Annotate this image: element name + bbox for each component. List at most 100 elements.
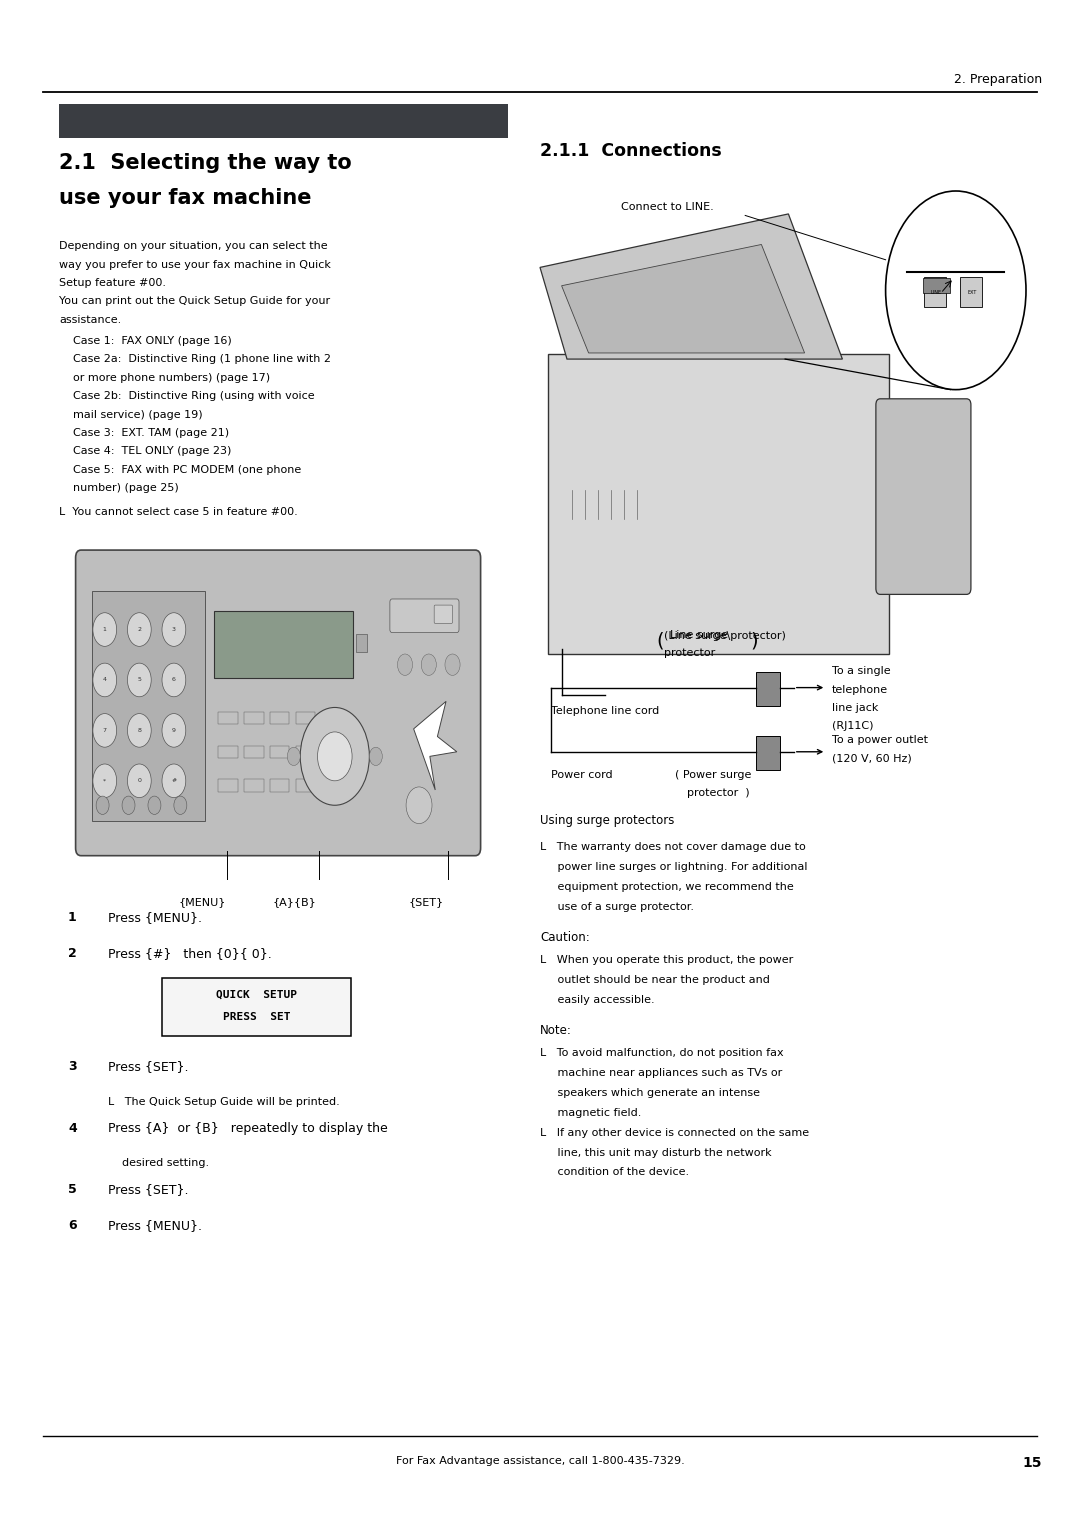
- Text: Case 4:  TEL ONLY (page 23): Case 4: TEL ONLY (page 23): [59, 446, 232, 457]
- Text: {MENU}: {MENU}: [178, 897, 226, 908]
- Circle shape: [93, 764, 117, 798]
- FancyBboxPatch shape: [296, 779, 315, 792]
- Circle shape: [96, 796, 109, 814]
- FancyBboxPatch shape: [218, 746, 238, 758]
- Text: L   If any other device is connected on the same: L If any other device is connected on th…: [540, 1128, 809, 1138]
- Circle shape: [127, 714, 151, 747]
- Text: way you prefer to use your fax machine in Quick: way you prefer to use your fax machine i…: [59, 260, 332, 270]
- Text: *: *: [104, 778, 106, 784]
- Text: Note:: Note:: [540, 1024, 572, 1038]
- Text: power line surges or lightning. For additional: power line surges or lightning. For addi…: [540, 862, 808, 872]
- Text: Power cord: Power cord: [551, 770, 612, 781]
- FancyBboxPatch shape: [244, 712, 264, 724]
- FancyBboxPatch shape: [296, 712, 315, 724]
- Text: {A}{B}: {A}{B}: [273, 897, 316, 908]
- Circle shape: [369, 747, 382, 766]
- FancyBboxPatch shape: [244, 746, 264, 758]
- Text: Line surge: Line surge: [670, 630, 728, 640]
- Text: mail service) (page 19): mail service) (page 19): [59, 410, 203, 420]
- Circle shape: [93, 714, 117, 747]
- Text: Case 2b:  Distinctive Ring (using with voice: Case 2b: Distinctive Ring (using with vo…: [59, 391, 315, 402]
- Text: speakers which generate an intense: speakers which generate an intense: [540, 1088, 760, 1099]
- Text: Press {SET}.: Press {SET}.: [108, 1183, 189, 1196]
- Text: 2.1  Selecting the way to: 2.1 Selecting the way to: [59, 153, 352, 173]
- Text: protector: protector: [664, 648, 715, 659]
- Text: 5: 5: [68, 1183, 77, 1196]
- Circle shape: [162, 613, 186, 646]
- Text: LINE: LINE: [931, 290, 942, 295]
- Text: Press {SET}.: Press {SET}.: [108, 1060, 189, 1074]
- Text: number) (page 25): number) (page 25): [59, 483, 179, 494]
- Text: line, this unit may disturb the network: line, this unit may disturb the network: [540, 1148, 771, 1158]
- Text: 4: 4: [103, 677, 107, 683]
- FancyBboxPatch shape: [322, 746, 341, 758]
- Text: (Line surge\protector): (Line surge\protector): [664, 631, 786, 642]
- Circle shape: [162, 663, 186, 697]
- Circle shape: [148, 796, 161, 814]
- Circle shape: [318, 732, 352, 781]
- Circle shape: [300, 707, 369, 805]
- Text: 3: 3: [172, 626, 176, 633]
- Text: assistance.: assistance.: [59, 315, 122, 325]
- Text: You can print out the Quick Setup Guide for your: You can print out the Quick Setup Guide …: [59, 296, 330, 307]
- Text: condition of the device.: condition of the device.: [540, 1167, 689, 1178]
- Text: L   To avoid malfunction, do not position fax: L To avoid malfunction, do not position …: [540, 1048, 784, 1059]
- Text: outlet should be near the product and: outlet should be near the product and: [540, 975, 770, 986]
- Polygon shape: [540, 214, 842, 359]
- Circle shape: [127, 764, 151, 798]
- Text: 6: 6: [172, 677, 176, 683]
- FancyBboxPatch shape: [76, 550, 481, 856]
- FancyBboxPatch shape: [924, 277, 946, 307]
- Circle shape: [162, 764, 186, 798]
- Polygon shape: [562, 244, 805, 353]
- Text: 2.1.1  Connections: 2.1.1 Connections: [540, 142, 721, 160]
- Text: telephone: telephone: [832, 685, 888, 695]
- Text: To a single: To a single: [832, 666, 890, 677]
- Circle shape: [162, 714, 186, 747]
- Text: (RJ11C): (RJ11C): [832, 721, 873, 732]
- Circle shape: [421, 654, 436, 675]
- Text: easily accessible.: easily accessible.: [540, 995, 654, 1005]
- Text: 1: 1: [68, 911, 77, 924]
- Polygon shape: [414, 701, 457, 790]
- FancyBboxPatch shape: [548, 354, 889, 654]
- Text: L   The warranty does not cover damage due to: L The warranty does not cover damage due…: [540, 842, 806, 853]
- FancyBboxPatch shape: [923, 278, 950, 293]
- Circle shape: [406, 787, 432, 824]
- Text: QUICK  SETUP: QUICK SETUP: [216, 990, 297, 1001]
- Text: 4: 4: [68, 1122, 77, 1135]
- Text: Connect to LINE.: Connect to LINE.: [621, 202, 714, 212]
- Text: use your fax machine: use your fax machine: [59, 188, 312, 208]
- FancyBboxPatch shape: [756, 736, 780, 770]
- Text: 1: 1: [103, 626, 107, 633]
- Circle shape: [127, 613, 151, 646]
- Text: 6: 6: [68, 1219, 77, 1233]
- FancyBboxPatch shape: [296, 746, 315, 758]
- Circle shape: [397, 654, 413, 675]
- Text: To a power outlet: To a power outlet: [832, 735, 928, 746]
- Text: Using surge protectors: Using surge protectors: [540, 814, 674, 828]
- Text: Press {#}   then {0}{ 0}.: Press {#} then {0}{ 0}.: [108, 947, 272, 961]
- FancyBboxPatch shape: [214, 611, 353, 678]
- FancyBboxPatch shape: [92, 591, 205, 821]
- Text: L  You cannot select case 5 in feature #00.: L You cannot select case 5 in feature #0…: [59, 507, 298, 518]
- Text: 2: 2: [137, 626, 141, 633]
- Circle shape: [174, 796, 187, 814]
- Text: 9: 9: [172, 727, 176, 733]
- Text: 3: 3: [68, 1060, 77, 1074]
- Text: L   The Quick Setup Guide will be printed.: L The Quick Setup Guide will be printed.: [108, 1097, 340, 1108]
- Text: machine near appliances such as TVs or: machine near appliances such as TVs or: [540, 1068, 782, 1079]
- Circle shape: [287, 747, 300, 766]
- FancyBboxPatch shape: [434, 605, 453, 623]
- Text: protector  ): protector ): [680, 788, 750, 799]
- Text: or more phone numbers) (page 17): or more phone numbers) (page 17): [59, 373, 270, 384]
- FancyBboxPatch shape: [390, 599, 459, 633]
- Text: Case 1:  FAX ONLY (page 16): Case 1: FAX ONLY (page 16): [59, 336, 232, 347]
- Text: Press {MENU}.: Press {MENU}.: [108, 1219, 202, 1233]
- Text: EXT: EXT: [968, 290, 976, 295]
- FancyBboxPatch shape: [244, 779, 264, 792]
- Text: magnetic field.: magnetic field.: [540, 1108, 642, 1118]
- Text: Telephone line cord: Telephone line cord: [551, 706, 659, 717]
- Text: 7: 7: [103, 727, 107, 733]
- Text: Press {MENU}.: Press {MENU}.: [108, 911, 202, 924]
